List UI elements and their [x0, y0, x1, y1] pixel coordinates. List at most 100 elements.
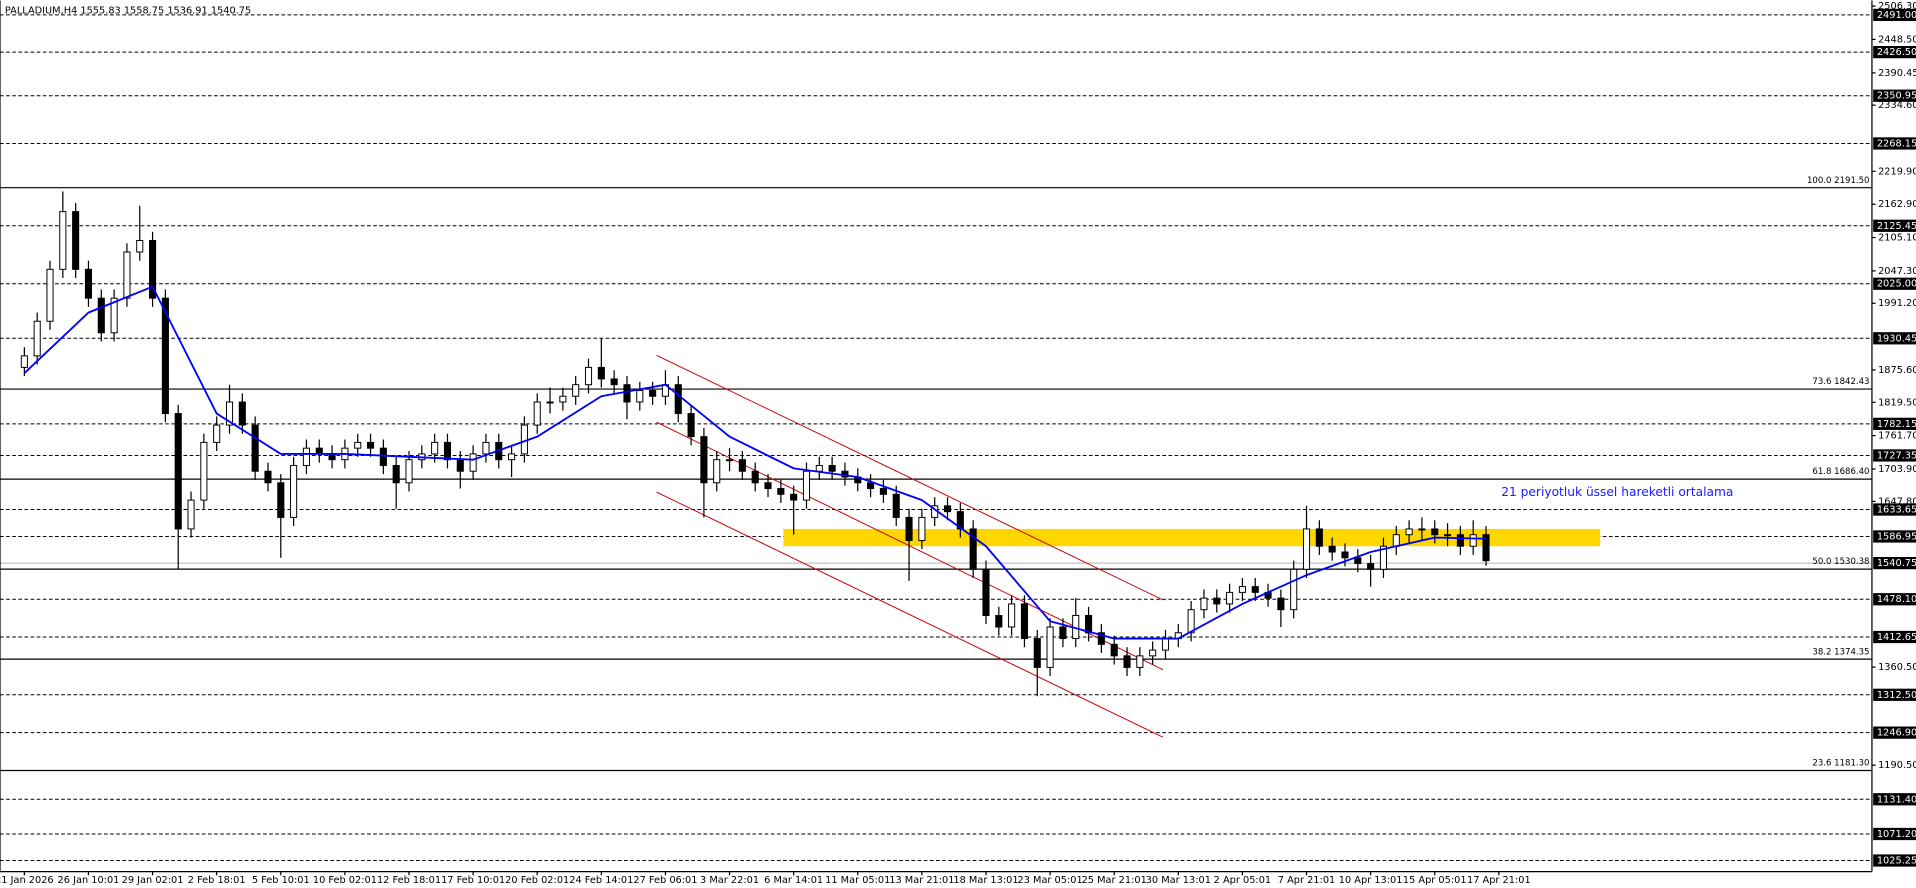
candle-body [1418, 528, 1426, 531]
x-tick-label: 17 Apr 21:01 [1467, 875, 1531, 886]
candle-body [1469, 534, 1477, 547]
candle-body [1302, 528, 1311, 570]
level-label-box [1873, 503, 1916, 516]
candle-body [456, 459, 464, 472]
candle-body [982, 568, 990, 616]
candle-body [97, 297, 105, 334]
candle-body [443, 441, 452, 461]
y-tick-label: 1819.50 [1878, 397, 1916, 408]
annotation: 21 periyotluk üssel hareketli ortalama [1501, 485, 1733, 499]
x-tick-label: 18 Mar 13:01 [953, 875, 1018, 886]
level-label-box [1873, 277, 1916, 290]
candle-body [1251, 586, 1259, 593]
candle-body [264, 470, 272, 484]
candle-body [1226, 591, 1234, 605]
candle-body [1008, 603, 1016, 628]
level-label-box [1873, 45, 1916, 59]
x-tick-label: 29 Jan 02:01 [122, 875, 184, 886]
level-label: 2426.50 [1877, 47, 1916, 58]
price-label: 1540.75 [1877, 558, 1916, 569]
candle-body [1328, 545, 1336, 553]
candle-body [379, 447, 387, 466]
level-label: 1246.90 [1877, 728, 1916, 739]
level-label-box [1873, 726, 1916, 739]
fibonacci-label: 38.2 1374.35 [1812, 647, 1869, 657]
candle-body [508, 453, 516, 461]
level-label-box [1873, 417, 1916, 430]
candle-body [867, 482, 875, 490]
candle-body [1431, 528, 1439, 536]
candle-body [879, 488, 887, 495]
level-label-box [1873, 8, 1916, 22]
level-label-box [1873, 449, 1916, 462]
level-label-box [1873, 89, 1916, 102]
candle-body [610, 378, 618, 386]
candle-body [802, 470, 811, 501]
candle-body [59, 211, 67, 270]
candle-body [1046, 626, 1054, 668]
candle-body [46, 268, 54, 322]
candle-body [790, 493, 798, 501]
chart-title: PALLADIUM,H4 1555.83 1558.75 1536.91 154… [5, 5, 251, 16]
level-label: 1727.35 [1877, 450, 1916, 461]
x-tick-label: 6 Mar 14:01 [764, 875, 823, 886]
level-label: 2025.00 [1877, 279, 1916, 290]
y-tick-label: 2219.90 [1878, 166, 1916, 177]
candle-body [995, 614, 1003, 628]
x-tick-label: 10 Apr 13:01 [1339, 875, 1403, 886]
y-tick-label: 2390.45 [1878, 68, 1916, 79]
level-label: 1071.20 [1877, 829, 1916, 840]
level-label-box [1873, 137, 1916, 150]
x-tick-label: 20 Feb 02:01 [505, 875, 569, 886]
candle-body [1456, 534, 1464, 547]
y-tick-label: 1703.90 [1878, 464, 1916, 475]
candle-body [1149, 649, 1157, 657]
y-tick-label: 1360.50 [1878, 662, 1916, 673]
candle-body [1392, 534, 1400, 547]
y-tick-label: 1761.70 [1878, 431, 1916, 442]
candle-body [238, 401, 246, 426]
level-label-box [1873, 332, 1916, 345]
candle-body [123, 251, 131, 299]
x-tick-label: 13 Mar 21:01 [889, 875, 954, 886]
level-label: 1131.40 [1877, 794, 1916, 805]
x-tick-label: 15 Apr 05:01 [1403, 875, 1467, 886]
candle-body [187, 499, 195, 530]
level-label: 2350.95 [1877, 91, 1916, 102]
candle-body [290, 464, 298, 518]
candle-body [469, 453, 477, 472]
level-label-box [1873, 827, 1916, 841]
candle-body [700, 436, 708, 484]
candle-body [1354, 557, 1362, 565]
candle-body [302, 447, 310, 466]
candle-body [1110, 643, 1118, 657]
candle-body [1200, 597, 1208, 611]
level-label: 1312.50 [1877, 690, 1916, 701]
candle-body [354, 441, 362, 449]
candle-body [546, 401, 554, 404]
candle-body [482, 441, 490, 455]
candle-body [584, 366, 593, 386]
candle-body [1123, 655, 1131, 668]
candle-body [674, 384, 682, 415]
candle-body [431, 441, 439, 455]
candle-body [1367, 563, 1375, 570]
candle-body [1097, 632, 1105, 645]
background-layer: 100.0 2191.50 73.6 1842.43 61.8 1686.40 50.… [0, 14, 1872, 861]
fibonacci-label: 73.6 1842.43 [1812, 377, 1869, 387]
channel-line [656, 354, 1164, 601]
data-layer [20, 191, 1490, 738]
x-tick-label: 25 Mar 21:01 [1082, 875, 1147, 886]
candle-body [815, 464, 823, 472]
candle-body [636, 389, 644, 403]
candle-body [969, 528, 977, 570]
candle-body [559, 395, 567, 403]
candle-body [1341, 551, 1349, 559]
candle-body [943, 505, 952, 513]
y-tick-label: 1190.50 [1878, 760, 1916, 771]
candle-body [33, 320, 41, 357]
y-tick-label: 2334.60 [1878, 100, 1916, 111]
level-label-box [1873, 793, 1916, 806]
candle-body [136, 239, 144, 253]
candle-body [572, 384, 580, 397]
